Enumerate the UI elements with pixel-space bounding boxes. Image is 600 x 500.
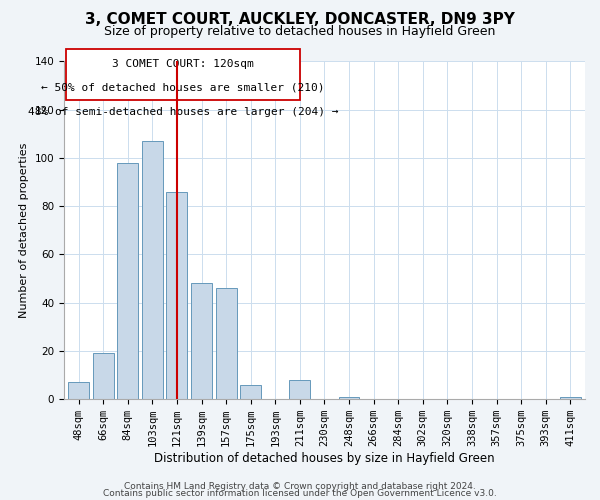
Bar [191, 284, 212, 399]
FancyBboxPatch shape [67, 49, 300, 100]
Bar [142, 141, 163, 399]
Bar [215, 288, 236, 399]
Y-axis label: Number of detached properties: Number of detached properties [19, 142, 29, 318]
Bar [338, 397, 359, 399]
Bar [93, 354, 113, 399]
Text: Size of property relative to detached houses in Hayfield Green: Size of property relative to detached ho… [104, 25, 496, 38]
Text: 3 COMET COURT: 120sqm: 3 COMET COURT: 120sqm [112, 60, 254, 70]
Bar [166, 192, 187, 399]
Text: 48% of semi-detached houses are larger (204) →: 48% of semi-detached houses are larger (… [28, 106, 338, 117]
Bar [68, 382, 89, 399]
X-axis label: Distribution of detached houses by size in Hayfield Green: Distribution of detached houses by size … [154, 452, 495, 465]
Bar [118, 162, 138, 399]
Bar [240, 384, 261, 399]
Bar [289, 380, 310, 399]
Text: Contains HM Land Registry data © Crown copyright and database right 2024.: Contains HM Land Registry data © Crown c… [124, 482, 476, 491]
Text: 3, COMET COURT, AUCKLEY, DONCASTER, DN9 3PY: 3, COMET COURT, AUCKLEY, DONCASTER, DN9 … [85, 12, 515, 28]
Bar [560, 397, 581, 399]
Text: Contains public sector information licensed under the Open Government Licence v3: Contains public sector information licen… [103, 490, 497, 498]
Text: ← 50% of detached houses are smaller (210): ← 50% of detached houses are smaller (21… [41, 83, 325, 93]
